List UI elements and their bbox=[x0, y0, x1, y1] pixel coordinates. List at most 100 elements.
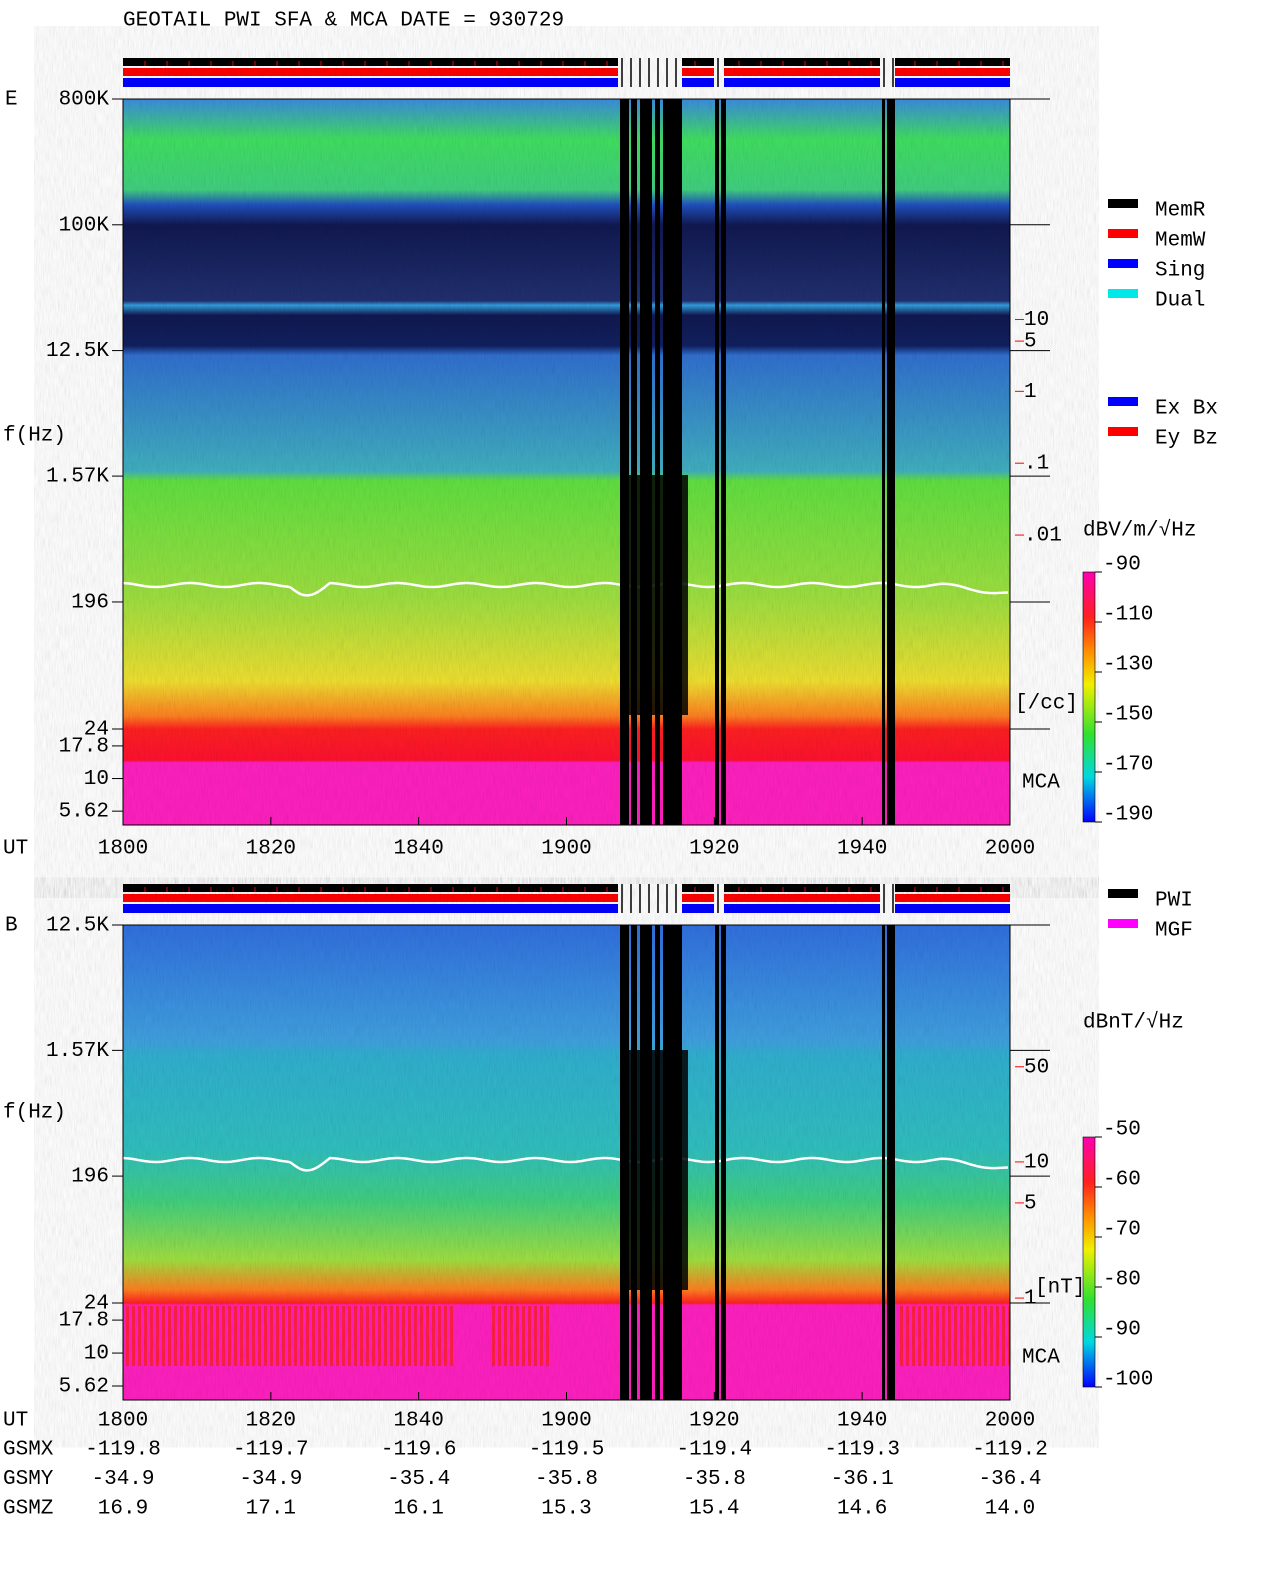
data-gap bbox=[882, 925, 885, 1400]
legend-label: PWI bbox=[1155, 890, 1193, 913]
x-tick-label: 2000 bbox=[985, 1410, 1035, 1433]
orbit-value: 15.3 bbox=[541, 1498, 591, 1521]
y-tick-label: 196 bbox=[71, 1166, 109, 1189]
legend-swatch bbox=[1108, 427, 1138, 436]
status-bar bbox=[123, 68, 1010, 76]
y-tick-label: 10 bbox=[84, 768, 109, 791]
data-gap bbox=[655, 99, 660, 825]
legend-swatch bbox=[1108, 889, 1138, 898]
status-gap bbox=[714, 58, 724, 87]
legend-swatch bbox=[1108, 397, 1138, 406]
y-tick-label: 17.8 bbox=[59, 735, 109, 758]
orbit-value: -34.9 bbox=[91, 1468, 154, 1491]
colorbar-tick-label: -170 bbox=[1103, 754, 1153, 777]
legend-label: MemW bbox=[1155, 230, 1206, 253]
chart-title: GEOTAIL PWI SFA & MCA DATE = 930729 bbox=[123, 10, 564, 33]
orbit-value: -36.4 bbox=[978, 1468, 1041, 1491]
y-tick-label: 196 bbox=[71, 592, 109, 615]
y-tick-label: 5.62 bbox=[59, 1376, 109, 1399]
legend-swatch bbox=[1108, 199, 1138, 208]
data-gap bbox=[620, 1050, 688, 1290]
spectrogram-noise bbox=[123, 99, 1010, 825]
y2-tick-label: 1 bbox=[1024, 381, 1037, 404]
orbit-value: -34.9 bbox=[239, 1468, 302, 1491]
x-tick-label: 1840 bbox=[393, 838, 443, 861]
colorbar-tick-label: -90 bbox=[1103, 554, 1141, 577]
orbit-row-label: GSMX bbox=[3, 1439, 54, 1462]
data-gap bbox=[631, 99, 637, 825]
status-gap bbox=[618, 884, 682, 913]
y2-tick-label: 1 bbox=[1024, 1288, 1037, 1311]
orbit-value: 16.9 bbox=[98, 1498, 148, 1521]
legend-swatch bbox=[1108, 919, 1138, 928]
colorbar-tick-label: -110 bbox=[1103, 604, 1153, 627]
data-gap bbox=[887, 99, 895, 825]
x-tick-label: 1920 bbox=[689, 838, 739, 861]
status-bar bbox=[123, 78, 1010, 87]
y-tick-label: 100K bbox=[59, 214, 110, 237]
y-axis-label: f(Hz) bbox=[3, 1102, 66, 1125]
plasma-line bbox=[122, 581, 1009, 597]
orbit-value: -36.1 bbox=[831, 1468, 894, 1491]
x-tick-label: 2000 bbox=[985, 838, 1035, 861]
y-tick-label: 1.57K bbox=[46, 1040, 109, 1063]
y2-tick-label: 5 bbox=[1024, 331, 1037, 354]
data-gap bbox=[640, 99, 652, 825]
orbit-value: 16.1 bbox=[393, 1498, 443, 1521]
y2-tick-label: 5 bbox=[1024, 1192, 1037, 1215]
legend-swatch bbox=[1108, 259, 1138, 268]
orbit-row-label: GSMZ bbox=[3, 1498, 53, 1521]
y2-tick-label: 10 bbox=[1024, 1151, 1049, 1174]
y2-tick-label: 50 bbox=[1024, 1056, 1049, 1079]
orbit-value: -119.2 bbox=[972, 1439, 1048, 1462]
status-gap bbox=[714, 884, 724, 913]
colorbar-tick-label: -70 bbox=[1103, 1219, 1141, 1242]
x-axis-label: UT bbox=[3, 1410, 28, 1433]
colorbar-tick-label: -130 bbox=[1103, 654, 1153, 677]
orbit-value: 17.1 bbox=[246, 1498, 296, 1521]
y-tick-label: 12.5K bbox=[46, 340, 109, 363]
orbit-value: -35.8 bbox=[683, 1468, 746, 1491]
y-axis-label: f(Hz) bbox=[3, 425, 66, 448]
y2-axis-label: [nT] bbox=[1035, 1277, 1085, 1300]
orbit-value: 14.0 bbox=[985, 1498, 1035, 1521]
status-gap bbox=[618, 58, 682, 87]
x-tick-label: 1800 bbox=[98, 1410, 148, 1433]
data-gap bbox=[882, 99, 885, 825]
legend-label: MemR bbox=[1155, 200, 1206, 223]
data-gap bbox=[721, 925, 726, 1400]
legend-label: Dual bbox=[1155, 290, 1205, 313]
y-tick-label: 17.8 bbox=[59, 1310, 109, 1333]
colorbar-tick-label: -90 bbox=[1103, 1319, 1141, 1342]
legend-swatch bbox=[1108, 289, 1138, 298]
data-gap bbox=[715, 99, 719, 825]
orbit-value: 15.4 bbox=[689, 1498, 739, 1521]
colorbar bbox=[1082, 571, 1096, 823]
y-tick-label: 800K bbox=[59, 89, 110, 112]
orbit-value: -35.8 bbox=[535, 1468, 598, 1491]
legend-label: Ex Bx bbox=[1155, 398, 1218, 421]
orbit-value: -119.6 bbox=[381, 1439, 457, 1462]
orbit-row-label: GSMY bbox=[3, 1468, 54, 1491]
data-gap bbox=[620, 99, 629, 825]
data-gap bbox=[663, 99, 682, 825]
x-tick-label: 1900 bbox=[541, 838, 591, 861]
status-bar bbox=[123, 894, 1010, 902]
legend-swatch bbox=[1108, 229, 1138, 238]
data-gap bbox=[721, 99, 726, 825]
mca-label: MCA bbox=[1022, 1347, 1060, 1370]
orbit-value: -119.8 bbox=[85, 1439, 161, 1462]
data-gap bbox=[620, 475, 688, 715]
status-bar bbox=[123, 904, 1010, 913]
panel-label: E bbox=[5, 89, 18, 112]
panel-label: B bbox=[5, 915, 18, 938]
mca-label: MCA bbox=[1022, 772, 1060, 795]
orbit-value: -119.4 bbox=[677, 1439, 753, 1462]
y-tick-label: 24 bbox=[84, 1293, 109, 1316]
colorbar-tick-label: -190 bbox=[1103, 804, 1153, 827]
x-tick-label: 1820 bbox=[246, 838, 296, 861]
y2-tick-label: .1 bbox=[1024, 453, 1049, 476]
